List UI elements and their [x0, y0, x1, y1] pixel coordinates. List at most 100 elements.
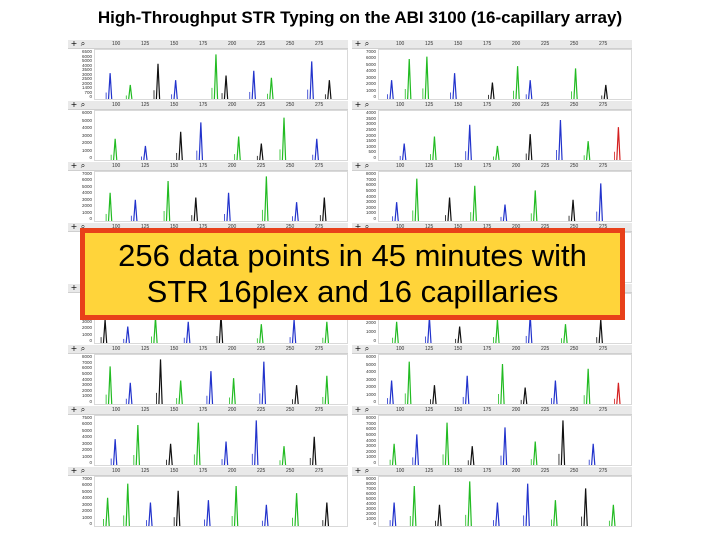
allele-peak — [178, 131, 183, 161]
ruler-tick-label: 225 — [257, 346, 266, 352]
magnifier-icon[interactable]: ⌕ — [80, 39, 86, 48]
rfu-tick-label: 1000 — [81, 453, 92, 459]
size-ruler: 100 125 150 175 200 225 250 275 — [376, 162, 632, 170]
ruler-tick-label: 225 — [257, 224, 266, 230]
rfu-tick-label: 0 — [89, 94, 92, 99]
magnifier-icon[interactable]: ⌕ — [80, 405, 86, 414]
plus-icon[interactable]: + — [354, 222, 362, 231]
plus-icon[interactable]: + — [70, 39, 78, 48]
allele-peak — [470, 446, 475, 466]
ruler-tick-label: 250 — [286, 468, 295, 474]
allele-peak — [452, 73, 457, 100]
plus-icon[interactable]: + — [70, 283, 78, 292]
panel-toolbar: +⌕ 100 125 150 175 200 225 250 275 — [352, 467, 632, 476]
allele-peak — [264, 504, 269, 527]
ruler-tick-label: 250 — [570, 468, 579, 474]
rfu-tick-label: 3000 — [81, 132, 92, 138]
allele-peak — [495, 145, 500, 161]
callout-line-2: STR 16plex and 16 capillaries — [146, 274, 559, 309]
plus-icon[interactable]: + — [354, 161, 362, 170]
capillary-panel: + ⌕ 100 125 150 175 200 225 250 275 8000 7000 6000 50… — [352, 162, 632, 222]
slide-title: High-Throughput STR Typing on the ABI 31… — [97, 8, 623, 27]
electropherogram-svg — [389, 481, 616, 527]
rfu-tick-label: 7000 — [365, 420, 376, 426]
allele-peak — [133, 199, 138, 222]
allele-peak — [259, 143, 264, 161]
ruler-tick-label: 275 — [599, 407, 608, 413]
plus-icon[interactable]: + — [70, 100, 78, 109]
capillary-panel: + ⌕ 100 125 150 175 200 225 250 275 8000 7000 6000 50… — [352, 406, 632, 466]
ruler-tick-label: 125 — [425, 346, 434, 352]
magnifier-icon[interactable]: ⌕ — [364, 405, 370, 414]
magnifier-icon[interactable]: ⌕ — [364, 39, 370, 48]
rfu-tick-label: 6500 — [81, 49, 92, 54]
allele-peak — [259, 324, 264, 344]
ruler-tick-label: 200 — [228, 468, 237, 474]
rfu-tick-label: 5000 — [81, 183, 92, 189]
rfu-tick-label: 6000 — [365, 426, 376, 432]
electropherogram-plot — [378, 171, 632, 222]
plus-icon[interactable]: + — [70, 344, 78, 353]
plus-icon[interactable]: + — [70, 222, 78, 231]
rfu-tick-label: 0 — [373, 216, 376, 221]
magnifier-icon[interactable]: ⌕ — [80, 161, 86, 170]
ruler-tick-label: 225 — [257, 41, 266, 47]
plus-icon[interactable]: + — [70, 405, 78, 414]
allele-peak — [143, 145, 148, 161]
ruler-tick-label: 175 — [199, 102, 208, 108]
electropherogram-plot — [94, 49, 348, 100]
allele-peak — [309, 61, 314, 100]
allele-peak — [251, 70, 256, 100]
ruler-tick-label: 150 — [170, 468, 179, 474]
rfu-tick-label: 2000 — [365, 132, 376, 138]
allele-peak — [186, 321, 191, 344]
allele-peak — [107, 192, 113, 222]
plus-icon[interactable]: + — [354, 405, 362, 414]
rfu-tick-label: 3000 — [365, 376, 376, 382]
magnifier-icon[interactable]: ⌕ — [364, 222, 370, 231]
plus-icon[interactable]: + — [354, 39, 362, 48]
ruler-tick-label: 200 — [512, 346, 521, 352]
plus-icon[interactable]: + — [354, 344, 362, 353]
ruler-tick-label: 150 — [454, 163, 463, 169]
allele-peak — [444, 422, 450, 466]
plus-icon[interactable]: + — [354, 100, 362, 109]
rfu-tick-label: 2500 — [365, 126, 376, 132]
plus-icon[interactable]: + — [70, 161, 78, 170]
ruler-tick-label: 200 — [512, 407, 521, 413]
allele-peak — [465, 375, 470, 405]
magnifier-icon[interactable]: ⌕ — [80, 222, 86, 231]
panel-toolbar: +⌕ 100 125 150 175 200 225 250 275 — [352, 162, 632, 171]
ruler-tick-label: 225 — [257, 102, 266, 108]
ruler-tick-label: 100 — [112, 41, 121, 47]
magnifier-icon[interactable]: ⌕ — [364, 466, 370, 475]
rfu-tick-label: 6000 — [365, 491, 376, 496]
magnifier-icon[interactable]: ⌕ — [364, 161, 370, 170]
plus-icon[interactable]: + — [70, 466, 78, 475]
allele-peak — [102, 319, 108, 344]
allele-peak — [528, 134, 533, 161]
rfu-tick-label: 6000 — [365, 55, 376, 61]
ruler-tick-label: 275 — [599, 102, 608, 108]
allele-peak — [112, 439, 118, 466]
rfu-tick-label: 0 — [89, 338, 92, 343]
rfu-tick-label: 7000 — [81, 476, 92, 481]
magnifier-icon[interactable]: ⌕ — [364, 100, 370, 109]
rfu-tick-label: 6000 — [81, 177, 92, 183]
magnifier-icon[interactable]: ⌕ — [80, 466, 86, 475]
rfu-tick-label: 5000 — [81, 370, 92, 376]
capillary-panel: + ⌕ 100 125 150 175 200 225 250 275 8000 7000 6000 50… — [68, 345, 348, 405]
ruler-tick-label: 225 — [257, 407, 266, 413]
allele-peak — [153, 317, 158, 344]
ruler-tick-label: 175 — [483, 346, 492, 352]
ruler-tick-label: 175 — [483, 102, 492, 108]
allele-peak — [254, 420, 259, 466]
plus-icon[interactable]: + — [354, 466, 362, 475]
magnifier-icon[interactable]: ⌕ — [80, 344, 86, 353]
size-ruler: 100 125 150 175 200 225 250 275 — [92, 406, 348, 414]
magnifier-icon[interactable]: ⌕ — [364, 344, 370, 353]
ruler-tick-label: 200 — [228, 224, 237, 230]
magnifier-icon[interactable]: ⌕ — [80, 100, 86, 109]
allele-peak — [324, 375, 330, 405]
allele-peak — [533, 441, 538, 466]
